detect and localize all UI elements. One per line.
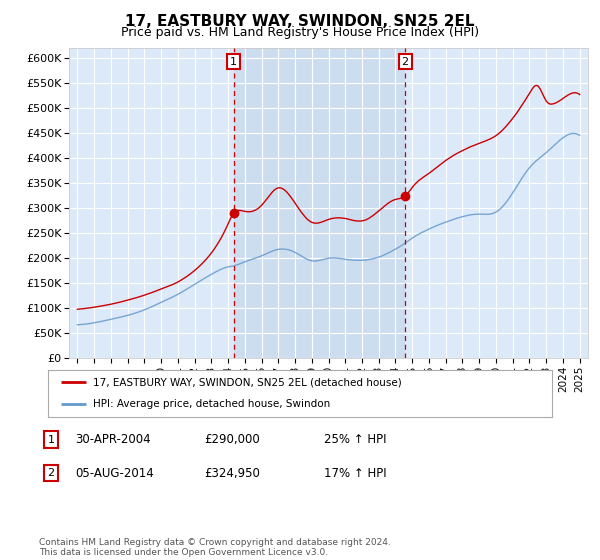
Text: 1: 1 [47,435,55,445]
Text: 17, EASTBURY WAY, SWINDON, SN25 2EL: 17, EASTBURY WAY, SWINDON, SN25 2EL [125,14,475,29]
Bar [233,48,405,358]
Text: 2: 2 [47,468,55,478]
Text: HPI: Average price, detached house, Swindon: HPI: Average price, detached house, Swin… [94,399,331,409]
Text: 1: 1 [230,57,237,67]
Text: 25% ↑ HPI: 25% ↑ HPI [324,433,386,446]
Text: 30-APR-2004: 30-APR-2004 [75,433,151,446]
Text: Contains HM Land Registry data © Crown copyright and database right 2024.
This d: Contains HM Land Registry data © Crown c… [39,538,391,557]
Text: 17% ↑ HPI: 17% ↑ HPI [324,466,386,480]
Text: 05-AUG-2014: 05-AUG-2014 [75,466,154,480]
Text: £290,000: £290,000 [204,433,260,446]
Text: 2: 2 [401,57,409,67]
Text: £324,950: £324,950 [204,466,260,480]
Text: Price paid vs. HM Land Registry's House Price Index (HPI): Price paid vs. HM Land Registry's House … [121,26,479,39]
Text: 17, EASTBURY WAY, SWINDON, SN25 2EL (detached house): 17, EASTBURY WAY, SWINDON, SN25 2EL (det… [94,377,402,388]
